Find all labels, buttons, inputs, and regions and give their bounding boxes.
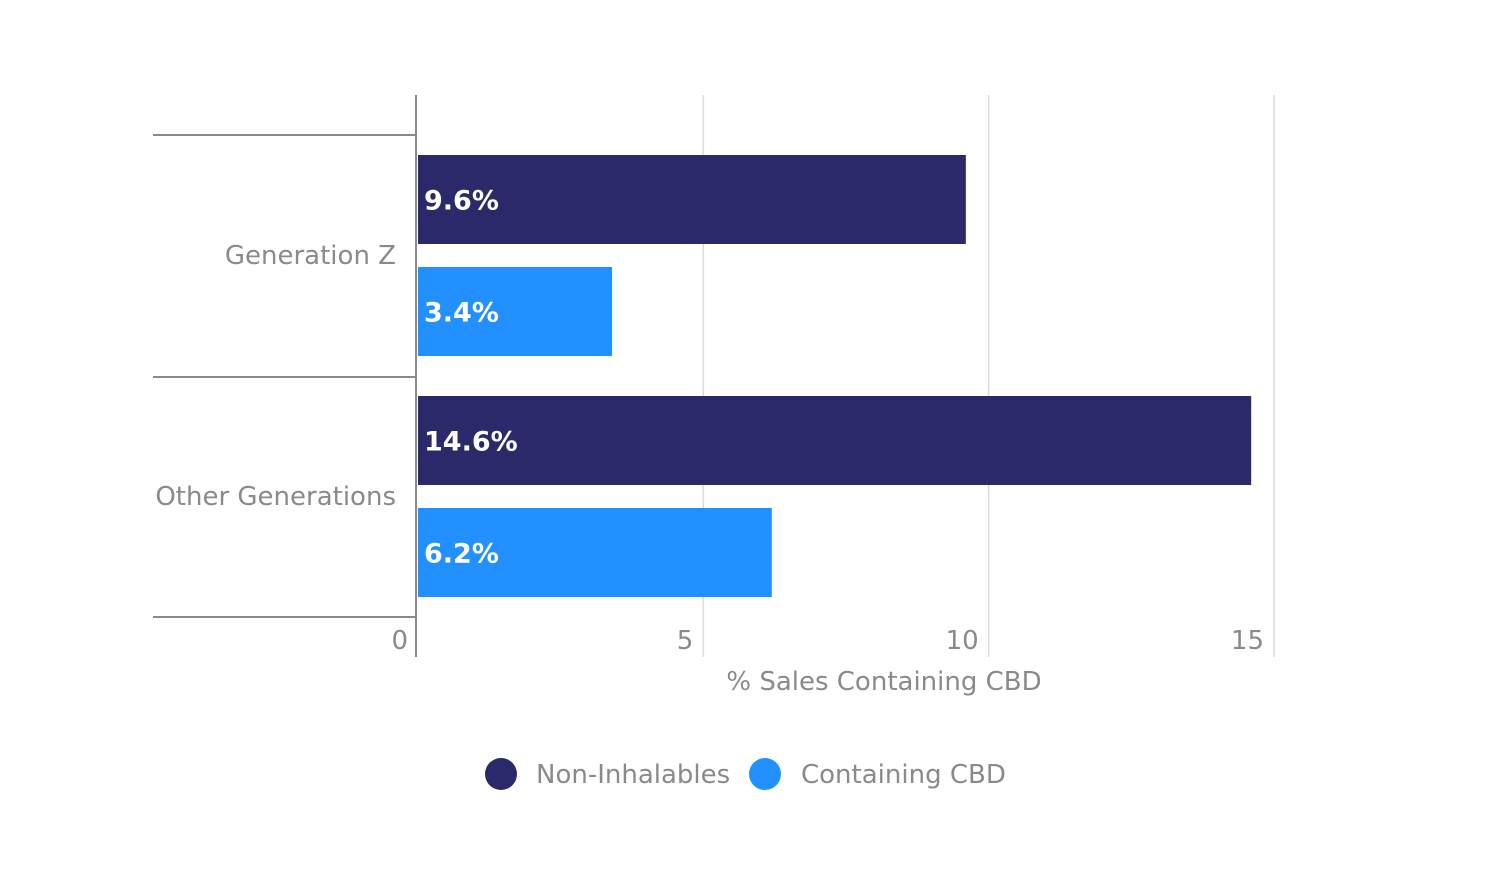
bar-other-generations-containing-cbd xyxy=(418,508,772,597)
data-label-generation-z-non-inhalables: 9.6% xyxy=(424,186,499,217)
x-tick-label-0: 0 xyxy=(391,626,408,656)
category-label-other-generations: Other Generations xyxy=(155,482,396,512)
legend-item-non-inhalables: Non-Inhalables xyxy=(485,758,730,790)
bar-other-generations-non-inhalables xyxy=(418,396,1252,485)
axes xyxy=(153,95,417,657)
legend-label-containing-cbd: Containing CBD xyxy=(801,760,1006,790)
category-label-generation-z: Generation Z xyxy=(225,241,396,271)
data-label-other-generations-containing-cbd: 6.2% xyxy=(424,539,499,570)
labels: Generation Z Other Generations % Sales C… xyxy=(155,241,1041,697)
bars: 9.6% 3.4% 14.6% 6.2% xyxy=(418,155,1252,597)
legend-marker-non-inhalables xyxy=(485,758,517,790)
x-axis-title: % Sales Containing CBD xyxy=(726,667,1041,697)
bar-generation-z-containing-cbd xyxy=(418,267,613,356)
legend: Non-Inhalables Containing CBD xyxy=(485,758,1006,790)
legend-label-non-inhalables: Non-Inhalables xyxy=(536,760,730,790)
data-label-generation-z-containing-cbd: 3.4% xyxy=(424,298,499,329)
x-tick-label-5: 5 xyxy=(677,626,694,656)
bar-generation-z-non-inhalables xyxy=(418,155,966,244)
data-label-other-generations-non-inhalables: 14.6% xyxy=(424,427,518,458)
x-tick-labels: 0 5 10 15 xyxy=(391,626,1264,656)
x-tick-label-15: 15 xyxy=(1231,626,1264,656)
x-tick-label-10: 10 xyxy=(946,626,979,656)
legend-marker-containing-cbd xyxy=(749,758,781,790)
legend-item-containing-cbd: Containing CBD xyxy=(749,758,1006,790)
